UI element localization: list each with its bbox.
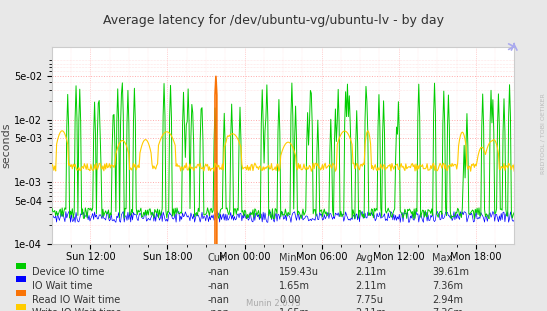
Y-axis label: seconds: seconds xyxy=(1,123,11,168)
Text: Min:: Min: xyxy=(279,253,300,263)
Text: Read IO Wait time: Read IO Wait time xyxy=(32,295,120,304)
Text: -nan: -nan xyxy=(208,281,230,291)
Text: 1.65m: 1.65m xyxy=(279,281,310,291)
Text: Cur:: Cur: xyxy=(208,253,228,263)
Text: IO Wait time: IO Wait time xyxy=(32,281,92,291)
Text: Max:: Max: xyxy=(432,253,456,263)
Text: Average latency for /dev/ubuntu-vg/ubuntu-lv - by day: Average latency for /dev/ubuntu-vg/ubunt… xyxy=(103,14,444,27)
Text: Write IO Wait time: Write IO Wait time xyxy=(32,308,121,311)
Text: 2.11m: 2.11m xyxy=(356,281,387,291)
Text: 1.65m: 1.65m xyxy=(279,308,310,311)
Text: 39.61m: 39.61m xyxy=(432,267,469,277)
Text: RRDTOOL / TOBI OETIKER: RRDTOOL / TOBI OETIKER xyxy=(541,93,546,174)
Text: Device IO time: Device IO time xyxy=(32,267,104,277)
Text: 7.75u: 7.75u xyxy=(356,295,383,304)
Text: -nan: -nan xyxy=(208,295,230,304)
Text: 2.94m: 2.94m xyxy=(432,295,463,304)
Text: 7.36m: 7.36m xyxy=(432,281,463,291)
Text: -nan: -nan xyxy=(208,308,230,311)
Text: 2.11m: 2.11m xyxy=(356,267,387,277)
Text: 159.43u: 159.43u xyxy=(279,267,319,277)
Text: Avg:: Avg: xyxy=(356,253,377,263)
Text: 2.11m: 2.11m xyxy=(356,308,387,311)
Text: 0.00: 0.00 xyxy=(279,295,300,304)
Text: -nan: -nan xyxy=(208,267,230,277)
Text: 7.36m: 7.36m xyxy=(432,308,463,311)
Text: Munin 2.0.75: Munin 2.0.75 xyxy=(246,299,301,308)
